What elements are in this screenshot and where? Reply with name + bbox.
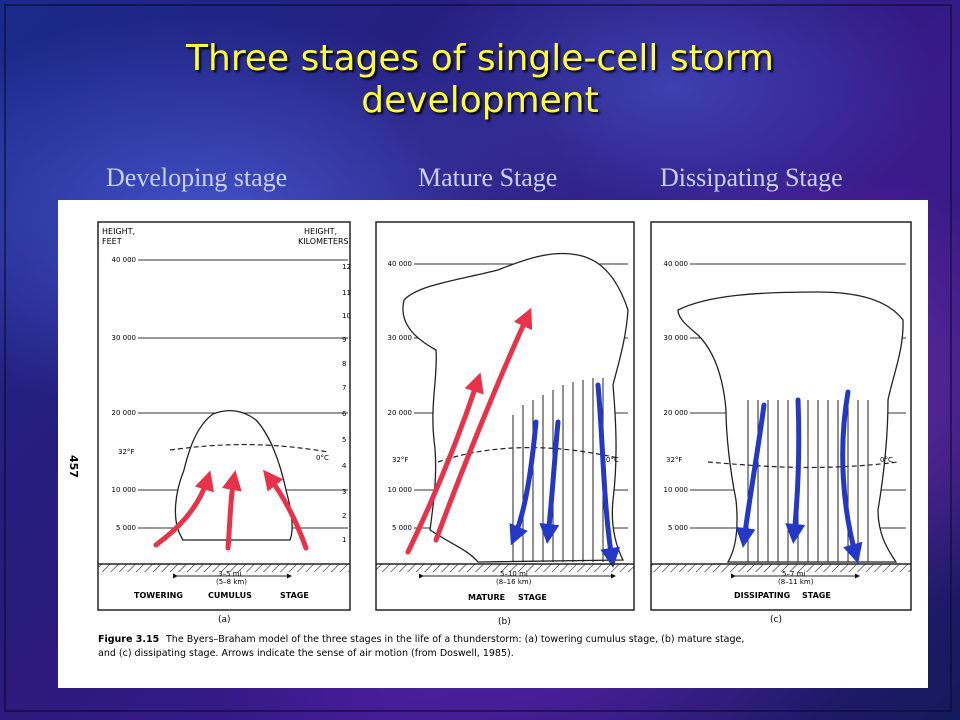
svg-text:20 000: 20 000 bbox=[388, 409, 413, 417]
panel-a-word-3: STAGE bbox=[280, 591, 309, 600]
panel-a-word-1: TOWERING bbox=[134, 591, 183, 600]
panel-c-cloud bbox=[677, 291, 904, 563]
svg-text:0°C: 0°C bbox=[606, 456, 619, 464]
svg-text:32°F: 32°F bbox=[392, 456, 408, 464]
panel-b-frame bbox=[375, 221, 635, 611]
svg-text:0°C: 0°C bbox=[880, 456, 893, 464]
panel-c: 40 000 30 000 20 000 10 000 5 000 bbox=[650, 221, 912, 625]
feet-tick-20000: 20 000 bbox=[112, 409, 137, 417]
panel-a-updraft-arrows bbox=[153, 469, 309, 551]
axis-right-title-1: HEIGHT, bbox=[304, 227, 337, 236]
freezing-label-f: 32°F bbox=[118, 448, 134, 456]
feet-tick-30000: 30 000 bbox=[112, 334, 137, 342]
svg-text:3: 3 bbox=[342, 488, 346, 496]
panel-b-letter: (b) bbox=[498, 617, 511, 627]
panel-b-word-1: MATURE bbox=[468, 593, 505, 602]
panel-c-width-km: (8–11 km) bbox=[778, 578, 814, 586]
panel-a-letter: (a) bbox=[218, 615, 231, 625]
panel-c-downdraft-arrows bbox=[735, 389, 863, 564]
svg-text:2: 2 bbox=[342, 512, 346, 520]
panel-c-word-2: STAGE bbox=[802, 591, 831, 600]
panel-b-word-2: STAGE bbox=[518, 593, 547, 602]
panel-c-letter: (c) bbox=[770, 615, 782, 625]
figure-caption-line-1: The Byers–Braham model of the three stag… bbox=[165, 634, 744, 645]
svg-text:6: 6 bbox=[342, 410, 347, 418]
panel-a: 40 000 30 000 20 000 10 000 5 000 12 11 … bbox=[97, 221, 351, 625]
panel-a-width-mi: 3–5 mi bbox=[218, 570, 241, 578]
svg-text:5: 5 bbox=[342, 436, 346, 444]
svg-text:5 000: 5 000 bbox=[668, 524, 688, 532]
title-line-2: development bbox=[361, 80, 599, 121]
svg-text:20 000: 20 000 bbox=[664, 409, 689, 417]
panel-b-downdraft-arrows bbox=[509, 382, 621, 568]
stage-label-developing: Developing stage bbox=[106, 163, 288, 192]
svg-text:11: 11 bbox=[342, 289, 351, 297]
svg-text:30 000: 30 000 bbox=[664, 334, 689, 342]
panel-c-frame bbox=[650, 221, 912, 611]
title-line-1: Three stages of single-cell storm bbox=[186, 38, 774, 79]
svg-text:4: 4 bbox=[342, 462, 347, 470]
panel-a-width-km: (5–8 km) bbox=[216, 578, 247, 586]
slide-title: Three stages of single-cell storm develo… bbox=[120, 38, 840, 122]
panel-a-frame bbox=[97, 221, 351, 611]
feet-tick-10000: 10 000 bbox=[112, 486, 137, 494]
panel-b-width-mi: 5–10 mi bbox=[500, 570, 528, 578]
panel-a-cloud bbox=[174, 409, 293, 541]
figure-drawing: 457 HEIGHT, FEET HEIGHT, KILOMETERS 40 0… bbox=[67, 221, 912, 659]
svg-text:12: 12 bbox=[342, 263, 351, 271]
figure-caption-line-2: and (c) dissipating stage. Arrows indica… bbox=[98, 648, 514, 659]
stage-label-mature: Mature Stage bbox=[418, 163, 558, 192]
feet-tick-40000: 40 000 bbox=[112, 256, 137, 264]
axis-left-title-1: HEIGHT, bbox=[102, 227, 135, 236]
stage-label-dissipating: Dissipating Stage bbox=[660, 163, 843, 192]
svg-text:10: 10 bbox=[342, 312, 351, 320]
svg-text:1: 1 bbox=[342, 536, 346, 544]
figure-caption-label: Figure 3.15 bbox=[98, 634, 159, 645]
panel-b-cloud bbox=[402, 252, 629, 563]
panel-c-word-1: DISSIPATING bbox=[734, 591, 790, 600]
panel-b-width-km: (8–16 km) bbox=[496, 578, 532, 586]
svg-text:30 000: 30 000 bbox=[388, 334, 413, 342]
panel-c-width-mi: 5–7 mi bbox=[782, 570, 805, 578]
svg-text:10 000: 10 000 bbox=[388, 486, 413, 494]
svg-text:9: 9 bbox=[342, 336, 346, 344]
storm-stages-figure: 457 HEIGHT, FEET HEIGHT, KILOMETERS 40 0… bbox=[58, 200, 928, 688]
feet-tick-5000: 5 000 bbox=[116, 524, 136, 532]
panel-a-ground bbox=[98, 564, 350, 572]
page-number: 457 bbox=[67, 455, 80, 478]
svg-text:32°F: 32°F bbox=[666, 456, 682, 464]
panel-b-updraft-arrows bbox=[405, 307, 533, 555]
panel-a-freezing-line bbox=[169, 443, 329, 453]
axis-right-title-2: KILOMETERS bbox=[298, 237, 349, 246]
panel-b: 40 000 30 000 20 000 10 000 5 000 32° bbox=[375, 221, 635, 627]
svg-text:7: 7 bbox=[342, 384, 346, 392]
svg-text:5 000: 5 000 bbox=[392, 524, 412, 532]
svg-text:40 000: 40 000 bbox=[388, 260, 413, 268]
panel-a-word-2: CUMULUS bbox=[208, 591, 252, 600]
freezing-label-c: 0°C bbox=[316, 454, 329, 462]
slide-frame bbox=[4, 4, 952, 712]
svg-text:10 000: 10 000 bbox=[664, 486, 689, 494]
svg-text:40 000: 40 000 bbox=[664, 260, 689, 268]
svg-text:8: 8 bbox=[342, 360, 346, 368]
axis-left-title-2: FEET bbox=[102, 237, 122, 246]
km-scale-a: 12 11 10 9 8 7 6 5 4 3 2 1 bbox=[342, 263, 351, 544]
